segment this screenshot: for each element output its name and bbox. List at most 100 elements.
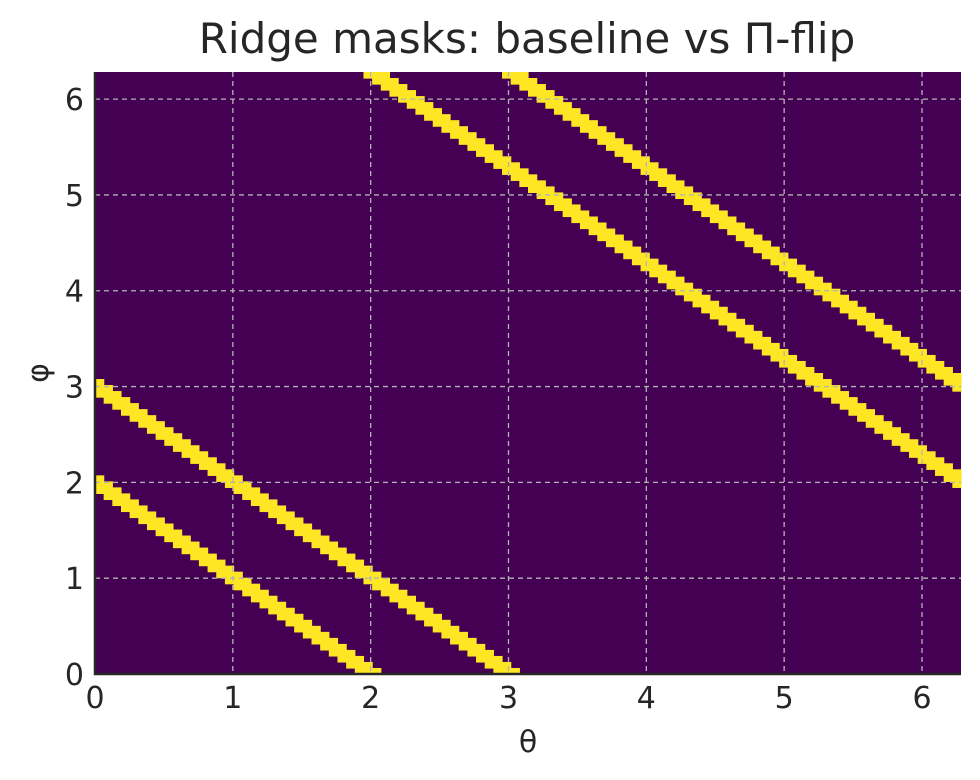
mask-cell — [259, 589, 269, 597]
mask-cell — [372, 577, 382, 585]
mask-cell — [112, 397, 122, 404]
mask-cell — [450, 631, 460, 639]
mask-cell — [900, 336, 910, 344]
mask-cell — [337, 655, 347, 663]
mask-cell — [519, 168, 529, 175]
mask-cell — [354, 565, 365, 573]
mask-cell — [406, 102, 417, 109]
mask-cell — [744, 228, 754, 236]
mask-cell — [441, 625, 451, 633]
mask-cell — [268, 607, 278, 615]
mask-cell — [614, 138, 624, 145]
mask-cell — [146, 511, 157, 519]
mask-cell — [909, 342, 919, 350]
mask-cell — [302, 619, 313, 627]
mask-cell — [155, 517, 165, 525]
mask-cell — [709, 306, 720, 314]
mask-cell — [285, 613, 295, 621]
mask-cell — [675, 276, 685, 284]
mask-cell — [562, 210, 572, 218]
mask-cell — [424, 102, 434, 109]
mask-cell — [198, 451, 209, 458]
mask-cell — [753, 336, 763, 344]
mask-cell — [493, 150, 503, 157]
mask-cell — [346, 661, 356, 669]
mask-cell — [935, 457, 945, 464]
mask-cell — [424, 114, 434, 121]
mask-cell — [259, 499, 269, 507]
mask-cell — [172, 445, 183, 452]
mask-cell — [831, 300, 841, 308]
mask-cell — [103, 487, 113, 494]
mask-cell — [441, 114, 451, 121]
mask-cell — [692, 300, 702, 308]
mask-cell — [891, 439, 901, 446]
mask-cell — [935, 360, 945, 368]
mask-cell — [935, 463, 945, 470]
mask-cell — [242, 487, 252, 494]
mask-cell — [198, 559, 209, 567]
mask-cell — [571, 108, 581, 115]
mask-cell — [857, 409, 867, 416]
mask-cell — [120, 397, 131, 404]
mask-cell — [657, 174, 668, 181]
mask-cell — [346, 649, 356, 657]
mask-cell — [476, 150, 486, 157]
mask-cell — [450, 625, 460, 633]
mask-cell — [917, 445, 927, 452]
mask-cell — [675, 186, 685, 193]
mask-cell — [735, 330, 746, 338]
mask-cell — [588, 132, 598, 139]
mask-cell — [242, 583, 252, 591]
mask-cell — [172, 529, 183, 537]
mask-cell — [458, 637, 468, 645]
mask-cell — [666, 174, 676, 181]
mask-cell — [181, 535, 191, 543]
mask-cell — [155, 529, 165, 537]
mask-cell — [553, 102, 564, 109]
mask-cell — [432, 625, 442, 633]
mask-cell — [467, 637, 477, 645]
mask-cell — [883, 330, 893, 338]
mask-cell — [268, 499, 278, 507]
mask-cell — [155, 427, 165, 434]
mask-cell — [692, 294, 702, 302]
x-tick-label: 4 — [637, 681, 656, 716]
chart-title: Ridge masks: baseline vs Π-flip — [199, 14, 855, 63]
mask-cell — [311, 637, 321, 645]
mask-cell — [450, 132, 460, 139]
mask-cell — [164, 433, 174, 440]
mask-cell — [320, 637, 330, 645]
mask-cell — [268, 601, 278, 609]
mask-cell — [874, 427, 884, 434]
mask-cell — [389, 90, 399, 97]
mask-cell — [276, 613, 287, 621]
mask-cell — [640, 162, 650, 169]
mask-cell — [623, 240, 633, 248]
mask-cell — [285, 619, 295, 627]
mask-cell — [328, 553, 339, 561]
mask-cell — [380, 84, 391, 91]
mask-cell — [372, 78, 382, 85]
mask-cell — [822, 294, 832, 302]
mask-cell — [883, 336, 893, 344]
mask-cell — [943, 366, 953, 374]
mask-cell — [848, 306, 858, 314]
mask-cell — [839, 391, 850, 398]
mask-cell — [95, 385, 105, 392]
mask-cell — [883, 421, 893, 428]
mask-cell — [813, 373, 824, 380]
mask-cell — [233, 481, 243, 488]
mask-cell — [831, 385, 841, 392]
mask-cell — [502, 156, 512, 163]
mask-cell — [380, 577, 391, 585]
mask-cell — [363, 661, 373, 669]
mask-cell — [510, 174, 520, 181]
mask-cell — [779, 264, 789, 272]
mask-cell — [233, 577, 243, 585]
mask-cell — [294, 517, 304, 525]
mask-cell — [207, 463, 217, 470]
mask-cell — [657, 264, 668, 272]
mask-cell — [597, 132, 607, 139]
